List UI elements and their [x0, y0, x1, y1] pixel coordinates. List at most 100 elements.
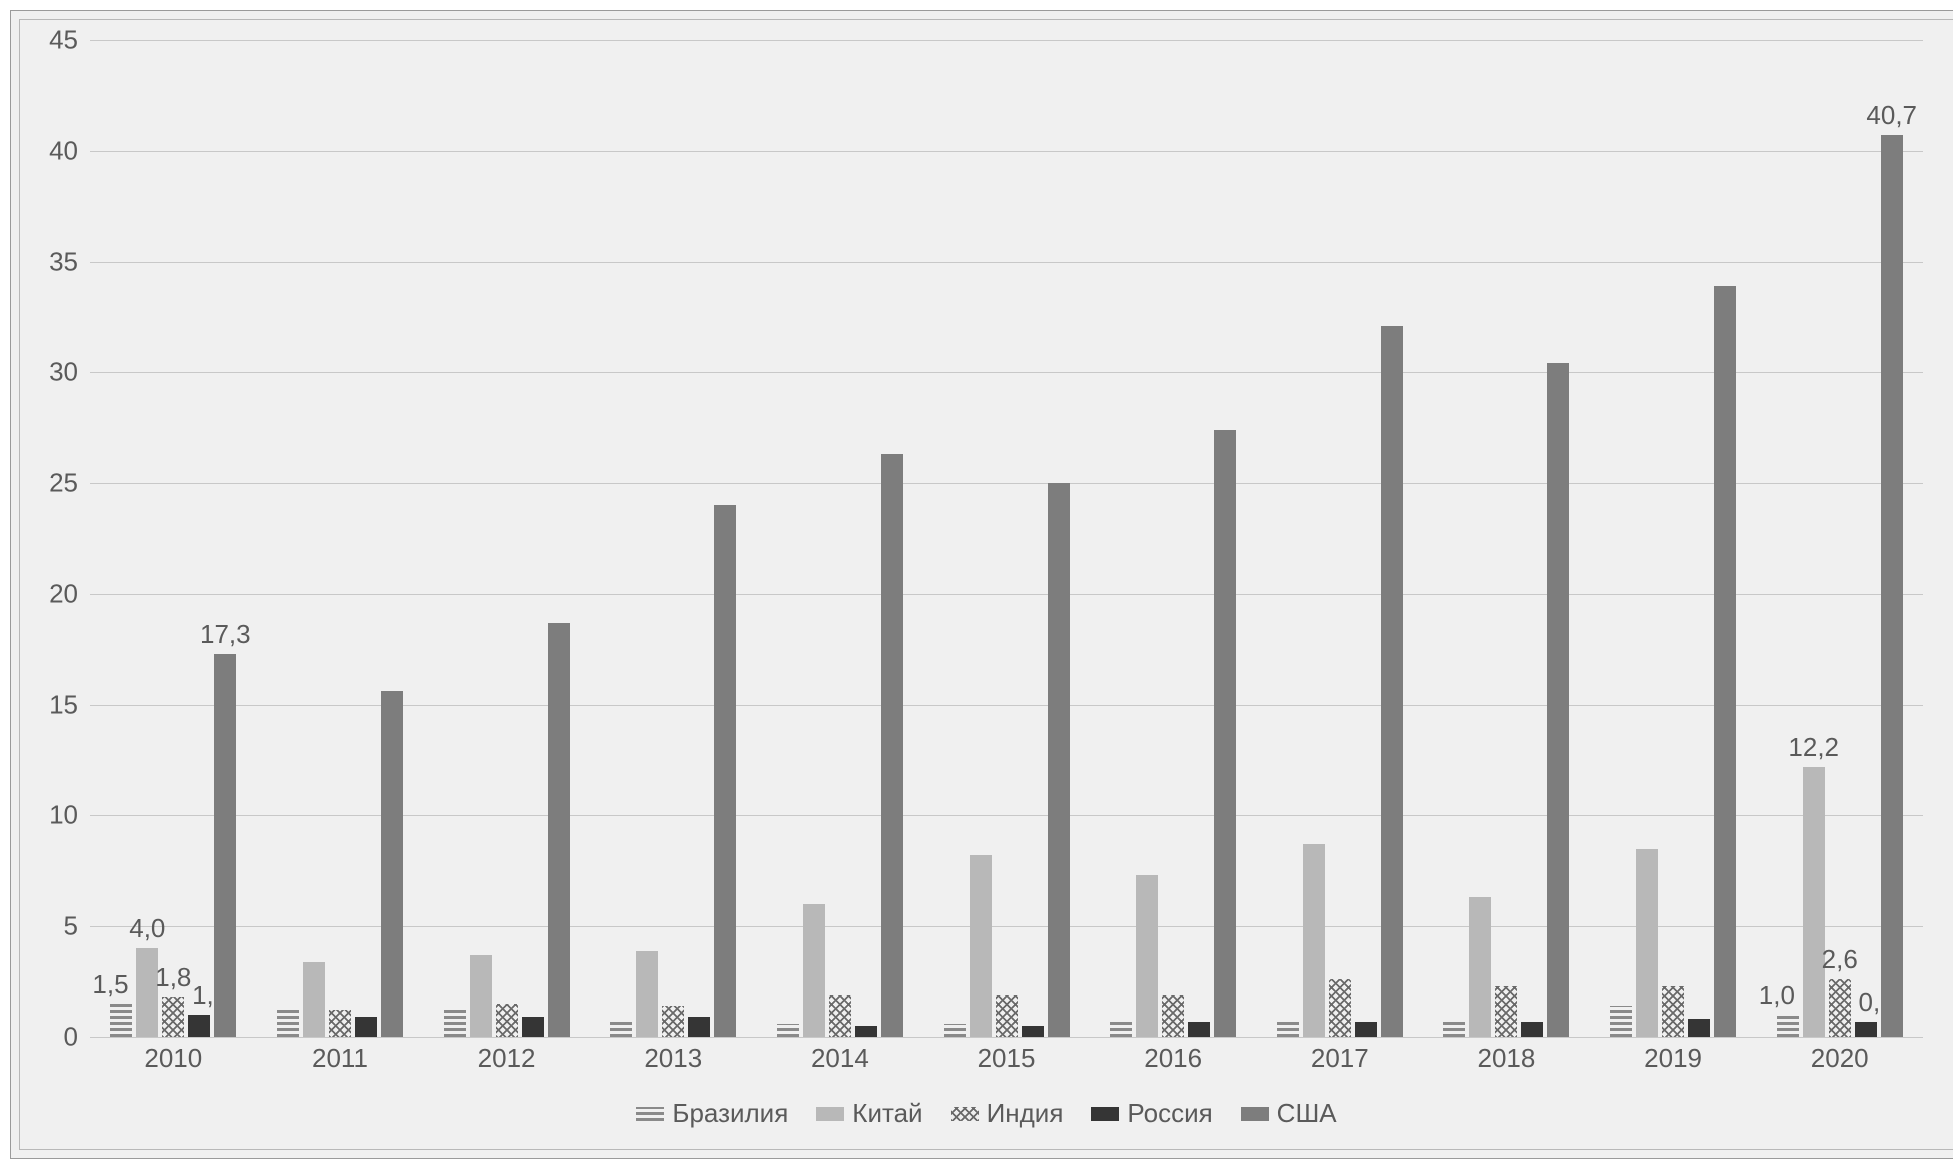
bar-russia — [1521, 1022, 1543, 1038]
bar-usa — [881, 454, 903, 1037]
year-group — [257, 40, 424, 1037]
x-axis-tick-label: 2012 — [423, 1043, 590, 1074]
year-group — [590, 40, 757, 1037]
x-axis-tick-label: 2014 — [757, 1043, 924, 1074]
legend-item-india: Индия — [951, 1098, 1064, 1129]
bar-value-label: 17,3 — [200, 619, 251, 650]
x-axis-tick-label: 2015 — [923, 1043, 1090, 1074]
y-axis-tick-label: 20 — [49, 578, 78, 609]
bar-brazil — [1610, 1006, 1632, 1037]
bar-russia — [1688, 1019, 1710, 1037]
bar-china — [470, 955, 492, 1037]
legend-label: Россия — [1127, 1098, 1212, 1129]
bar-russia — [1355, 1022, 1377, 1038]
bar-china — [1303, 844, 1325, 1037]
chart-container: 051015202530354045 1,54,01,81,017,31,012… — [10, 10, 1953, 1159]
plot-area: 051015202530354045 1,54,01,81,017,31,012… — [90, 40, 1923, 1037]
bar-brazil: 1,0 — [1777, 1015, 1799, 1037]
bar-usa — [548, 623, 570, 1037]
legend-label: США — [1277, 1098, 1337, 1129]
legend-item-usa: США — [1241, 1098, 1337, 1129]
bar-value-label: 12,2 — [1788, 732, 1839, 763]
bar-usa — [1214, 430, 1236, 1037]
year-group — [423, 40, 590, 1037]
bar-india: 2,6 — [1829, 979, 1851, 1037]
y-axis-tick-label: 15 — [49, 689, 78, 720]
year-group — [1590, 40, 1757, 1037]
x-axis-tick-label: 2019 — [1590, 1043, 1757, 1074]
bar-value-label: 1,0 — [1759, 980, 1795, 1011]
bar-russia — [688, 1017, 710, 1037]
bar-value-label: 1,8 — [155, 962, 191, 993]
year-group — [923, 40, 1090, 1037]
year-group: 1,012,22,60,740,7 — [1756, 40, 1923, 1037]
gridline — [90, 1037, 1923, 1038]
x-axis-tick-label: 2013 — [590, 1043, 757, 1074]
year-group — [1423, 40, 1590, 1037]
legend-swatch — [1241, 1107, 1269, 1121]
bar-india — [1495, 986, 1517, 1037]
bar-india — [1162, 995, 1184, 1037]
bar-china — [1136, 875, 1158, 1037]
bar-india — [329, 1010, 351, 1037]
bar-usa — [1048, 483, 1070, 1037]
bar-brazil — [1110, 1022, 1132, 1038]
legend: Бразилия Китай Индия Россия США — [20, 1074, 1953, 1149]
x-axis-tick-label: 2016 — [1090, 1043, 1257, 1074]
bar-russia — [355, 1017, 377, 1037]
bar-russia — [1022, 1026, 1044, 1037]
y-axis-tick-label: 0 — [64, 1022, 78, 1053]
bar-usa: 40,7 — [1881, 135, 1903, 1037]
x-axis-tick-label: 2018 — [1423, 1043, 1590, 1074]
chart-inner: 051015202530354045 1,54,01,81,017,31,012… — [19, 19, 1953, 1150]
bar-china — [636, 951, 658, 1037]
bar-brazil — [277, 1008, 299, 1037]
legend-item-brazil: Бразилия — [636, 1098, 788, 1129]
y-axis-tick-label: 5 — [64, 911, 78, 942]
bar-china — [1636, 849, 1658, 1037]
bar-brazil: 1,5 — [110, 1004, 132, 1037]
bar-china — [303, 962, 325, 1037]
bar-russia — [1188, 1022, 1210, 1038]
year-group — [1090, 40, 1257, 1037]
bar-brazil — [1443, 1022, 1465, 1038]
bar-russia — [855, 1026, 877, 1037]
bar-value-label: 40,7 — [1866, 100, 1917, 131]
bar-brazil — [944, 1024, 966, 1037]
bar-usa — [1547, 363, 1569, 1037]
bar-value-label: 1,5 — [92, 969, 128, 1000]
legend-item-russia: Россия — [1091, 1098, 1212, 1129]
bar-india — [829, 995, 851, 1037]
x-axis-tick-label: 2010 — [90, 1043, 257, 1074]
bar-india — [662, 1006, 684, 1037]
bar-usa — [714, 505, 736, 1037]
bar-china — [970, 855, 992, 1037]
bar-value-label: 2,6 — [1822, 944, 1858, 975]
y-axis-tick-label: 10 — [49, 800, 78, 831]
bar-brazil — [610, 1022, 632, 1038]
bar-india — [496, 1004, 518, 1037]
bar-india — [1662, 986, 1684, 1037]
y-axis-tick-label: 30 — [49, 357, 78, 388]
bar-india: 1,8 — [162, 997, 184, 1037]
y-axis-tick-label: 25 — [49, 468, 78, 499]
legend-label: Бразилия — [672, 1098, 788, 1129]
bar-value-label: 4,0 — [129, 913, 165, 944]
x-axis-tick-label: 2020 — [1756, 1043, 1923, 1074]
year-group — [757, 40, 924, 1037]
y-axis-tick-label: 40 — [49, 135, 78, 166]
year-group — [1256, 40, 1423, 1037]
bar-usa — [1381, 326, 1403, 1037]
bar-china — [803, 904, 825, 1037]
bar-india — [1329, 979, 1351, 1037]
bar-brazil — [444, 1008, 466, 1037]
bar-usa — [1714, 286, 1736, 1037]
bar-usa: 17,3 — [214, 654, 236, 1037]
bar-russia — [522, 1017, 544, 1037]
x-axis-tick-label: 2011 — [257, 1043, 424, 1074]
x-axis: 2010201120122013201420152016201720182019… — [90, 1043, 1923, 1074]
bars-container: 1,54,01,81,017,31,012,22,60,740,7 — [90, 40, 1923, 1037]
bar-india — [996, 995, 1018, 1037]
year-group: 1,54,01,81,017,3 — [90, 40, 257, 1037]
legend-item-china: Китай — [816, 1098, 922, 1129]
